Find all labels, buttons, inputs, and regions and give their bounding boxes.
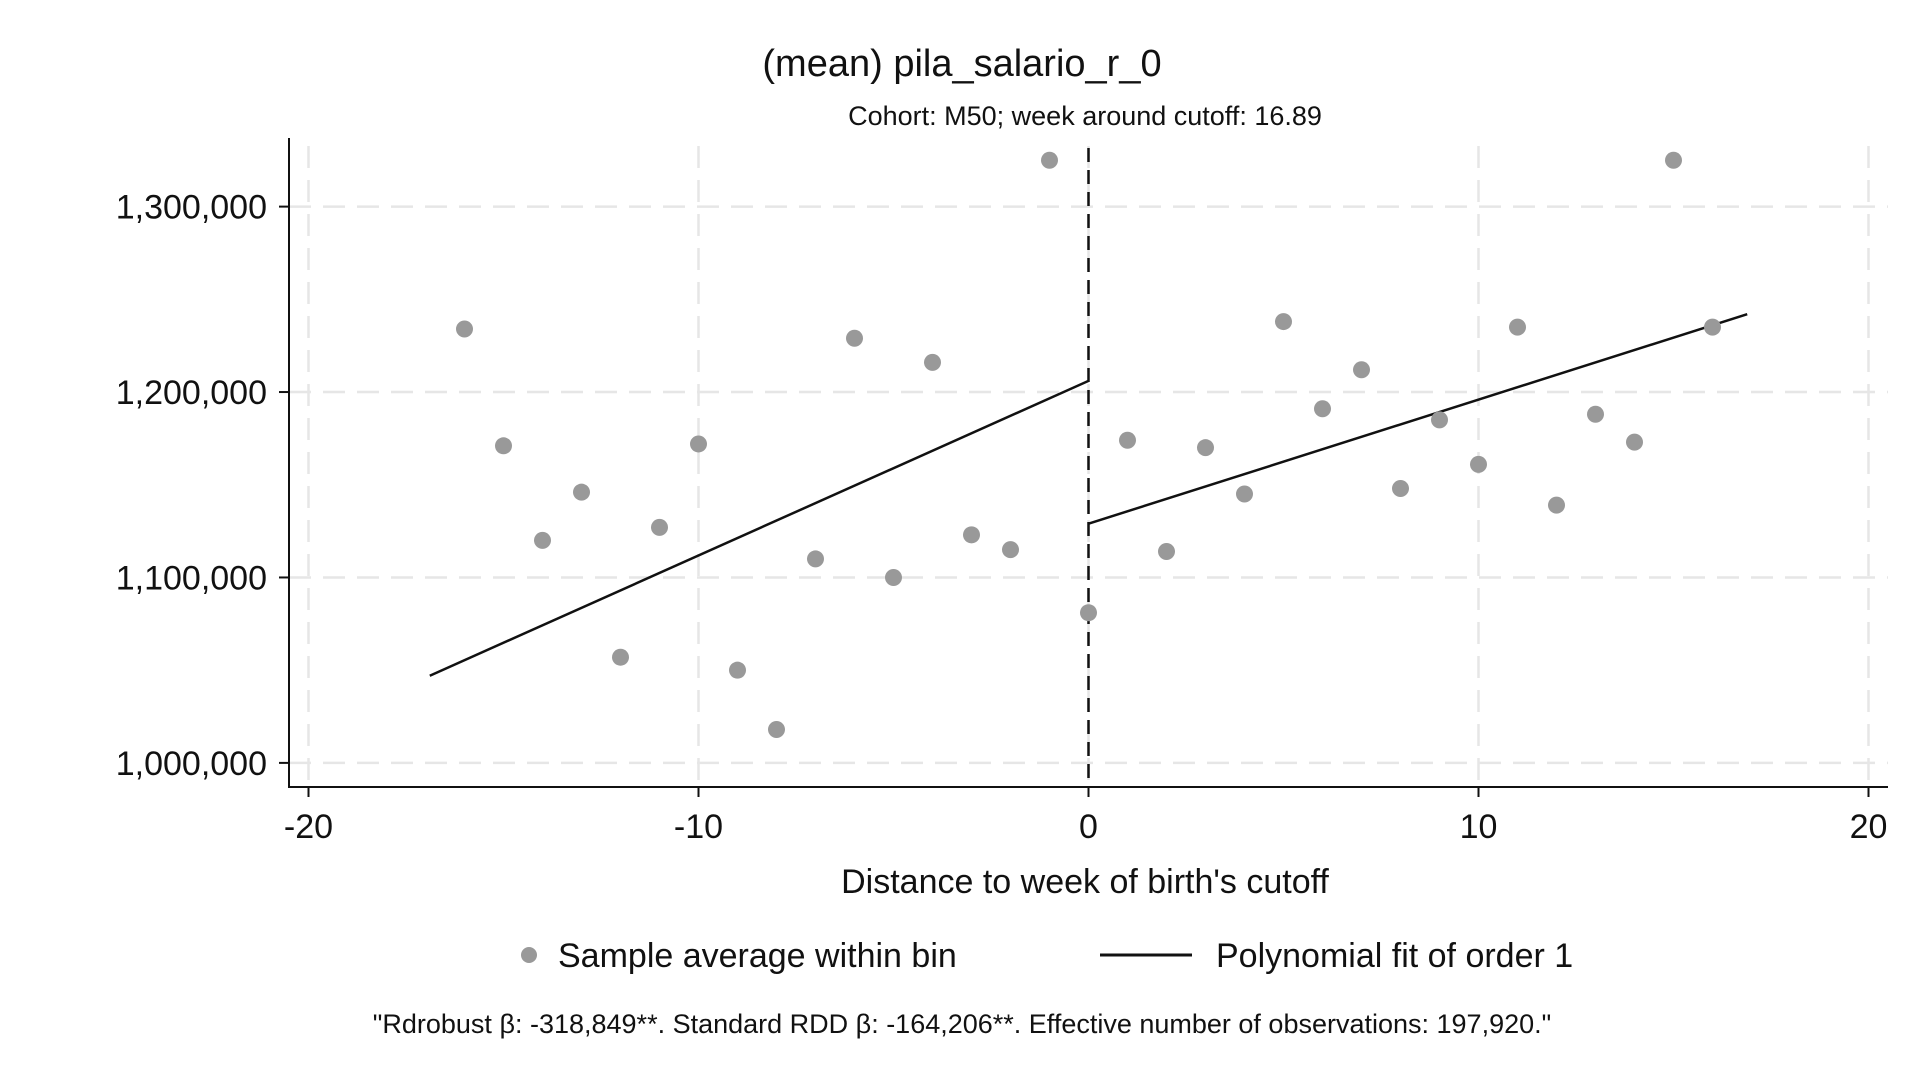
scatter-point	[1704, 318, 1721, 336]
legend-label-fit: Polynomial fit of order 1	[1216, 937, 1573, 975]
scatter-point	[1236, 485, 1253, 503]
tick-labels: 1,000,000 1,100,000 1,200,000 1,300,000 -20 -…	[116, 189, 1888, 846]
scatter-point	[495, 437, 512, 455]
axes	[279, 138, 1888, 797]
scatter-point	[1470, 455, 1487, 473]
legend-label-scatter: Sample average within bin	[558, 937, 957, 975]
chart-note: "Rdrobust β: -318,849**. Standard RDD β:…	[373, 1009, 1551, 1039]
y-tick-label: 1,100,000	[116, 559, 267, 597]
scatter-point	[1314, 400, 1331, 418]
scatter-point	[1119, 431, 1136, 449]
fit-line-segment	[429, 379, 1090, 677]
scatter-point	[573, 483, 590, 501]
scatter-point	[690, 435, 707, 453]
legend: Sample average within bin Polynomial fit…	[521, 937, 1573, 975]
scatter-point	[1080, 604, 1097, 622]
scatter-point	[1509, 318, 1526, 336]
scatter-point	[846, 329, 863, 347]
x-tick-label: 0	[1079, 808, 1098, 846]
y-tick-label: 1,300,000	[116, 189, 267, 227]
scatter-point	[1158, 543, 1175, 561]
scatter-point	[1548, 496, 1565, 514]
x-tick-label: -20	[284, 808, 333, 846]
scatter-point	[1431, 411, 1448, 429]
scatter-point	[885, 568, 902, 586]
scatter-point	[963, 526, 980, 544]
scatter-point	[1041, 151, 1058, 169]
x-axis-label: Distance to week of birth's cutoff	[841, 863, 1329, 901]
scatter-point	[1353, 361, 1370, 379]
x-tick-label: 10	[1460, 808, 1498, 846]
scatter-point	[612, 648, 629, 666]
scatter-points	[456, 151, 1721, 739]
scatter-point	[534, 531, 551, 549]
scatter-point	[456, 320, 473, 338]
scatter-point	[924, 353, 941, 371]
y-tick-label: 1,200,000	[116, 374, 267, 412]
scatter-point	[1392, 479, 1409, 497]
scatter-point	[1002, 541, 1019, 559]
scatter-point	[1665, 151, 1682, 169]
chart-subtitle: Cohort: M50; week around cutoff: 16.89	[848, 101, 1322, 131]
x-tick-label: 20	[1850, 808, 1888, 846]
chart-title: (mean) pila_salario_r_0	[762, 43, 1161, 85]
scatter-point	[807, 550, 824, 568]
y-tick-label: 1,000,000	[116, 745, 267, 783]
fit-line-segment	[1088, 312, 1748, 525]
x-tick-label: -10	[674, 808, 723, 846]
scatter-point	[651, 518, 668, 536]
scatter-point	[768, 721, 785, 739]
fit-lines	[429, 312, 1748, 677]
scatter-point	[1197, 439, 1214, 457]
legend-marker-scatter	[521, 947, 537, 963]
scatter-point	[729, 661, 746, 679]
scatter-point	[1626, 433, 1643, 451]
scatter-point	[1275, 313, 1292, 331]
scatter-point	[1587, 405, 1604, 423]
